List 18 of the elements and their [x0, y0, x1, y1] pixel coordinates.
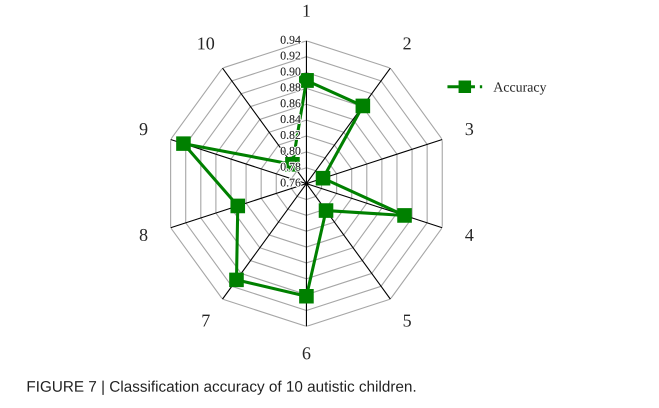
- spoke-label: 9: [140, 123, 148, 136]
- y-tick-label: 0.90: [280, 68, 300, 76]
- spoke-label: 10: [198, 37, 214, 50]
- spoke-label: 1: [304, 4, 310, 17]
- legend-label: Accuracy: [493, 82, 546, 95]
- spoke-label: 5: [404, 314, 411, 327]
- spoke-label: 2: [403, 37, 411, 50]
- y-tick-label: 0.94: [280, 36, 301, 44]
- spoke-label: 7: [202, 314, 210, 327]
- y-tick-label: 0.86: [280, 99, 301, 108]
- spoke-label: 4: [465, 228, 474, 241]
- caption: FIGURE 7 | Classification accuracy of 10 autistic children.: [28, 380, 416, 395]
- spoke-label: 3: [466, 123, 474, 136]
- y-tick-label: 0.76: [280, 178, 301, 187]
- spoke-label: 6: [302, 347, 310, 360]
- y-tick-label: 0.88: [280, 83, 300, 92]
- spoke-label: 8: [140, 228, 148, 242]
- y-tick-label: 0.92: [280, 52, 300, 60]
